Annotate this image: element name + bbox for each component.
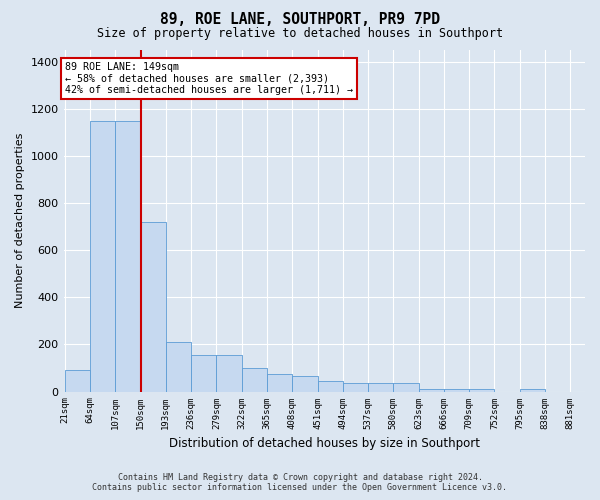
- Bar: [140, 222, 166, 392]
- Bar: [368, 384, 394, 392]
- Bar: [444, 389, 469, 392]
- Bar: [469, 389, 494, 392]
- Y-axis label: Number of detached properties: Number of detached properties: [15, 133, 25, 308]
- Text: Size of property relative to detached houses in Southport: Size of property relative to detached ho…: [97, 28, 503, 40]
- Text: Contains HM Land Registry data © Crown copyright and database right 2024.
Contai: Contains HM Land Registry data © Crown c…: [92, 473, 508, 492]
- Bar: [191, 355, 217, 392]
- Bar: [520, 389, 545, 392]
- Bar: [242, 368, 267, 392]
- Bar: [292, 376, 317, 392]
- Bar: [267, 374, 292, 392]
- Bar: [343, 384, 368, 392]
- Bar: [419, 389, 444, 392]
- Text: 89 ROE LANE: 149sqm
← 58% of detached houses are smaller (2,393)
42% of semi-det: 89 ROE LANE: 149sqm ← 58% of detached ho…: [65, 62, 353, 95]
- Bar: [317, 381, 343, 392]
- Bar: [65, 370, 90, 392]
- Bar: [217, 355, 242, 392]
- Bar: [115, 120, 140, 392]
- Bar: [166, 342, 191, 392]
- X-axis label: Distribution of detached houses by size in Southport: Distribution of detached houses by size …: [169, 437, 480, 450]
- Bar: [90, 120, 115, 392]
- Text: 89, ROE LANE, SOUTHPORT, PR9 7PD: 89, ROE LANE, SOUTHPORT, PR9 7PD: [160, 12, 440, 28]
- Bar: [394, 384, 419, 392]
